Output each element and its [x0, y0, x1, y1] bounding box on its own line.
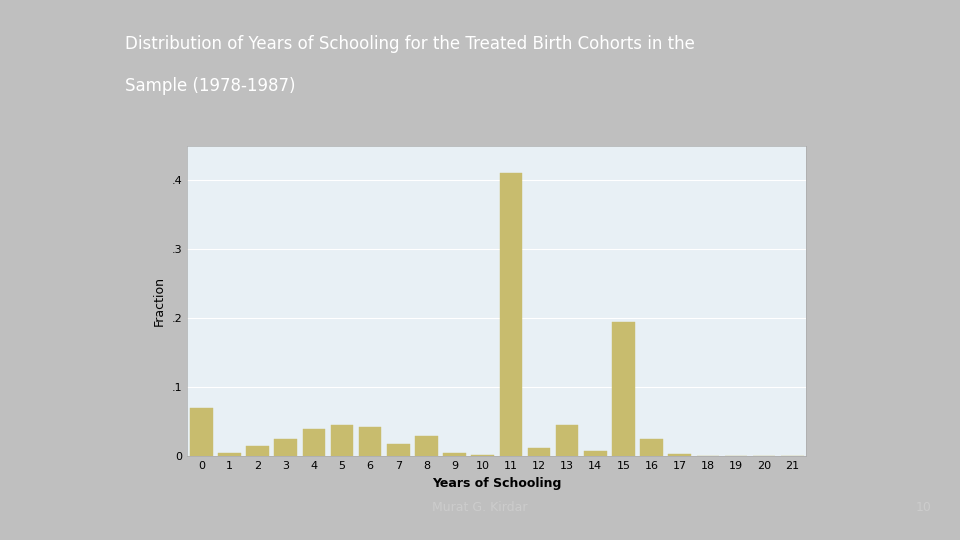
Bar [640, 439, 662, 456]
Bar [302, 429, 325, 456]
X-axis label: Years of Schooling: Years of Schooling [432, 477, 562, 490]
Text: Distribution of Years of Schooling for the Treated Birth Cohorts in the: Distribution of Years of Schooling for t… [125, 35, 695, 53]
Bar [668, 454, 691, 456]
Bar [247, 446, 269, 456]
Bar [331, 426, 353, 456]
Bar [612, 322, 635, 456]
Bar [556, 426, 579, 456]
Bar [499, 173, 522, 456]
Bar [359, 427, 381, 456]
Bar [444, 453, 466, 456]
Bar [387, 444, 410, 456]
Text: Sample (1978-1987): Sample (1978-1987) [125, 77, 296, 95]
Bar [275, 439, 297, 456]
Text: Murat G. Kirdar: Murat G. Kirdar [432, 501, 528, 514]
Bar [415, 436, 438, 456]
Bar [471, 455, 494, 456]
Bar [528, 448, 550, 456]
Y-axis label: Fraction: Fraction [153, 276, 166, 326]
Bar [190, 408, 212, 456]
Bar [218, 453, 241, 456]
Bar [584, 451, 607, 456]
Text: 10: 10 [915, 501, 931, 514]
